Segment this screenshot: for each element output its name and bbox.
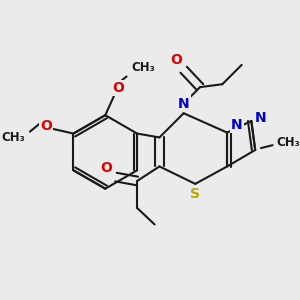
Text: CH₃: CH₃: [131, 61, 155, 74]
Text: S: S: [190, 187, 200, 200]
Text: N: N: [231, 118, 243, 132]
Text: O: O: [100, 161, 112, 176]
Text: N: N: [255, 111, 267, 125]
Text: N: N: [178, 97, 189, 111]
Text: O: O: [40, 119, 52, 133]
Text: O: O: [170, 53, 182, 67]
Text: CH₃: CH₃: [2, 131, 26, 144]
Text: O: O: [112, 81, 124, 95]
Text: CH₃: CH₃: [276, 136, 300, 149]
